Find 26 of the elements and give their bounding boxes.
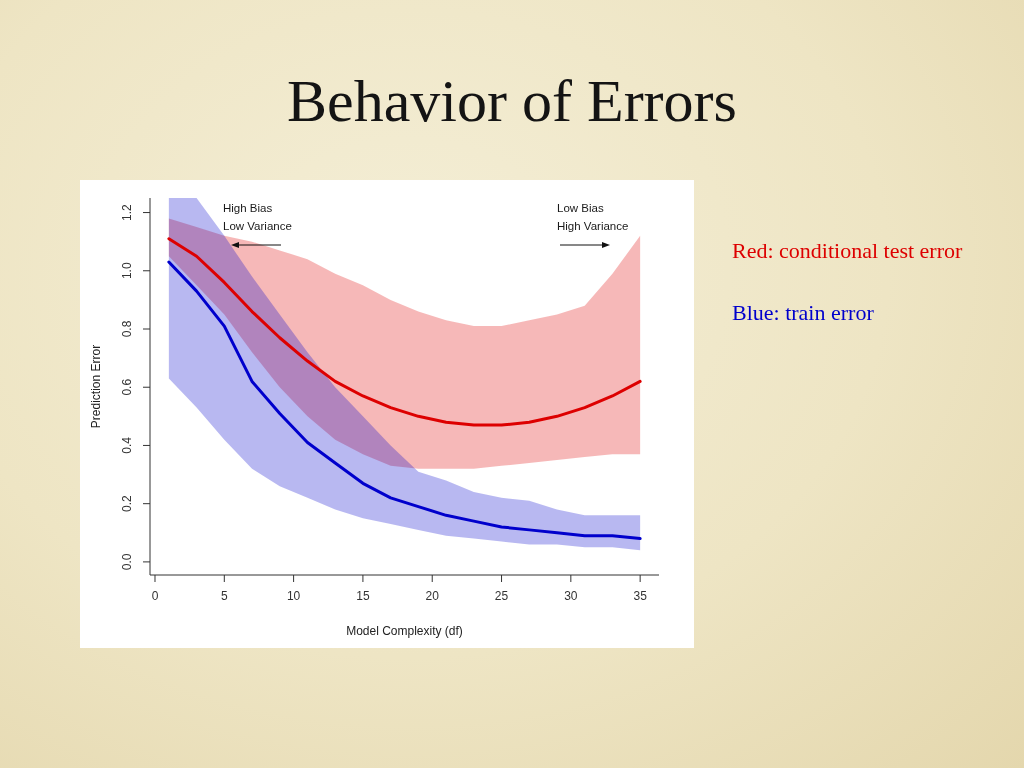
y-tick-label: 1.2 xyxy=(120,203,134,221)
y-tick-label: 0.0 xyxy=(120,553,134,571)
x-tick-label: 35 xyxy=(633,588,648,603)
x-tick-label: 10 xyxy=(286,588,301,603)
annotation: Low Variance xyxy=(223,219,292,233)
y-axis-title: Prediction Error xyxy=(89,344,104,429)
y-tick-label: 0.2 xyxy=(120,495,134,513)
x-tick-label: 20 xyxy=(425,588,440,603)
x-tick-label: 0 xyxy=(151,588,159,603)
y-tick-label: 1.0 xyxy=(120,262,134,280)
annotation: High Variance xyxy=(557,219,629,233)
x-tick-label: 15 xyxy=(356,588,370,603)
line-series xyxy=(167,237,642,427)
text: Red: conditional test error xyxy=(732,238,963,264)
y-tick-label: 0.8 xyxy=(120,320,134,338)
y-tick-label: 0.6 xyxy=(120,378,134,396)
x-tick-label: 25 xyxy=(494,588,509,603)
x-tick-label: 30 xyxy=(564,588,578,603)
x-axis-title: Model Complexity (df) xyxy=(346,623,463,638)
line-series xyxy=(167,260,642,541)
y-tick-label: 0.4 xyxy=(120,436,134,454)
annotation: High Bias xyxy=(223,201,273,215)
x-tick-label: 5 xyxy=(220,588,228,603)
chart-title: Behavior of Errors xyxy=(286,67,738,136)
annotation: Low Bias xyxy=(557,201,604,215)
text: Blue: train error xyxy=(732,300,874,326)
